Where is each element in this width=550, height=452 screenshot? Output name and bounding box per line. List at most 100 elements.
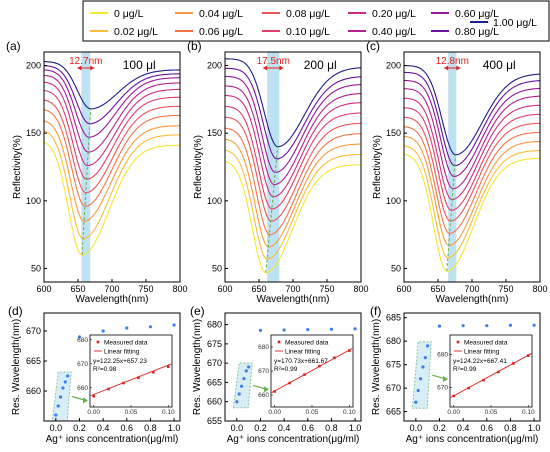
legend-label: 0.10 μg/L [286, 26, 330, 38]
x-tick-label: 700 [464, 284, 479, 294]
plot-frame [43, 51, 181, 283]
inset-y-tick-label: 660 [77, 385, 88, 392]
inset-frame [449, 334, 533, 408]
data-point [242, 376, 246, 381]
data-point [426, 344, 430, 348]
x-tick-label: 600 [36, 284, 51, 294]
x-axis-label: Ag⁺ ions concentration(μg/ml) [46, 434, 179, 445]
y-tick-label: 680 [386, 336, 401, 346]
inset-data-point [482, 378, 485, 382]
inset-fit-line [450, 353, 532, 398]
inset-y-tick-label: 670 [437, 384, 448, 391]
fit-equation: y=122.25x+657.23 [93, 358, 147, 365]
data-point [508, 323, 513, 327]
x-tick-label: 1.0 [349, 423, 362, 433]
spectrum-line [403, 126, 540, 234]
spectrum-line [43, 130, 180, 240]
x-tick-label: 800 [172, 284, 187, 294]
y-tick-label: 665 [386, 407, 401, 417]
data-point [63, 380, 67, 384]
data-point [416, 388, 420, 393]
x-tick-label: 0.6 [481, 423, 494, 433]
spectrum-line [404, 65, 541, 156]
x-tick-label: 0.8 [144, 423, 157, 433]
data-point [353, 327, 357, 331]
x-tick-label: 0.4 [278, 423, 291, 433]
x-tick-label: 0.0 [410, 423, 423, 433]
x-tick-label: 0.4 [457, 423, 470, 433]
inset-y-tick-label: 680 [258, 344, 269, 351]
data-point [239, 384, 244, 388]
y-tick-label: 665 [26, 356, 41, 366]
inset-data-point [333, 356, 336, 360]
y-tick-label: 665 [207, 377, 222, 387]
y-axis-label: Res. Wavelength(nm) [371, 319, 382, 415]
shift-label: 17.5nm [257, 56, 290, 67]
legend-label: 0.20 μg/L [372, 8, 416, 20]
x-axis-label: Wavelength(nm) [436, 294, 509, 305]
x-tick-label: 0.2 [254, 423, 267, 433]
data-point [329, 327, 334, 331]
spectrum-line [225, 67, 361, 160]
x-tick-label: 750 [319, 284, 334, 294]
inset-data-point [467, 386, 470, 390]
inset-fit-line [90, 363, 172, 397]
x-tick-label: 0.8 [504, 423, 517, 433]
inset-y-tick-label: 680 [77, 337, 88, 344]
shift-label: 12.7nm [69, 56, 102, 67]
inset-legend-label: Linear fitting [464, 349, 500, 356]
x-tick-label: 0.6 [302, 423, 315, 433]
inset-data-point [107, 387, 110, 391]
spectrum-line [43, 65, 180, 125]
inset-data-point [288, 381, 291, 385]
spectrum-line [403, 135, 540, 247]
spectrum-line [224, 127, 361, 236]
inset-data-point [303, 373, 306, 376]
y-axis-label: Reflectivity(%) [372, 135, 383, 199]
panel-label: (c) [366, 39, 380, 53]
y-tick-label: 685 [386, 313, 401, 323]
spectrum-line [43, 89, 180, 180]
minimum-trend-line [265, 146, 279, 273]
inset-x-tick-label: 0.05 [306, 409, 319, 416]
resonance-band [81, 52, 91, 282]
inset-data-point [166, 365, 170, 368]
data-point [247, 365, 251, 369]
data-point [461, 324, 465, 328]
y-tick-label: 660 [26, 386, 41, 396]
data-point [125, 326, 129, 330]
zoom-arrowhead [264, 386, 269, 393]
x-axis-label: Ag⁺ ions concentration(μg/ml) [406, 434, 539, 445]
y-tick-label: 675 [207, 339, 222, 349]
spectrum-line [43, 74, 180, 153]
scatter-panel: 0.0 0.2 0.4 0.6 0.8 1.0 660 665 670 Ag⁺ ions conc… [8, 304, 181, 445]
x-tick-label: 0.0 [231, 423, 244, 433]
y-tick-label: 670 [207, 358, 222, 368]
y-tick-label: 100 [386, 196, 401, 206]
spectrum-line [224, 160, 362, 274]
spectrum-line [224, 116, 362, 222]
y-axis-label: Res. Wavelength(nm) [11, 319, 22, 415]
scatter-panel: 0.0 0.2 0.4 0.6 0.8 1.0 665 670 675 680 685 Ag⁺ ion… [370, 304, 541, 445]
data-point [61, 386, 65, 390]
spectrum-panel: 12.8nm 400 μl 600 650 700 750 800 50 100 150 200 Wa… [366, 39, 548, 305]
spectrum-panel: 12.7nm 100 μl 600 650 700 750 800 50 100 150 200 Wa… [6, 39, 188, 305]
x-tick-label: 800 [353, 284, 368, 294]
x-tick-label: 0.2 [433, 423, 446, 433]
shift-arrowhead [444, 65, 449, 71]
inset-legend-marker [277, 340, 281, 344]
y-tick-label: 200 [207, 61, 222, 71]
spectrum-line [224, 85, 361, 186]
inset-x-tick-label: 0.10 [162, 409, 175, 416]
fit-equation: y=124.22x+667.41 [453, 358, 507, 365]
volume-label: 200 μl [304, 58, 337, 72]
shift-arrowhead [90, 65, 95, 71]
spectrum-line [43, 141, 180, 256]
spectrum-line [403, 153, 540, 272]
x-axis-label: Ag⁺ ions concentration(μg/ml) [227, 434, 360, 445]
x-tick-label: 750 [498, 284, 513, 294]
spectrum-line [43, 81, 180, 167]
data-point [237, 392, 241, 396]
x-axis-label: Wavelength(nm) [257, 294, 330, 305]
spectrum-line [224, 138, 362, 248]
